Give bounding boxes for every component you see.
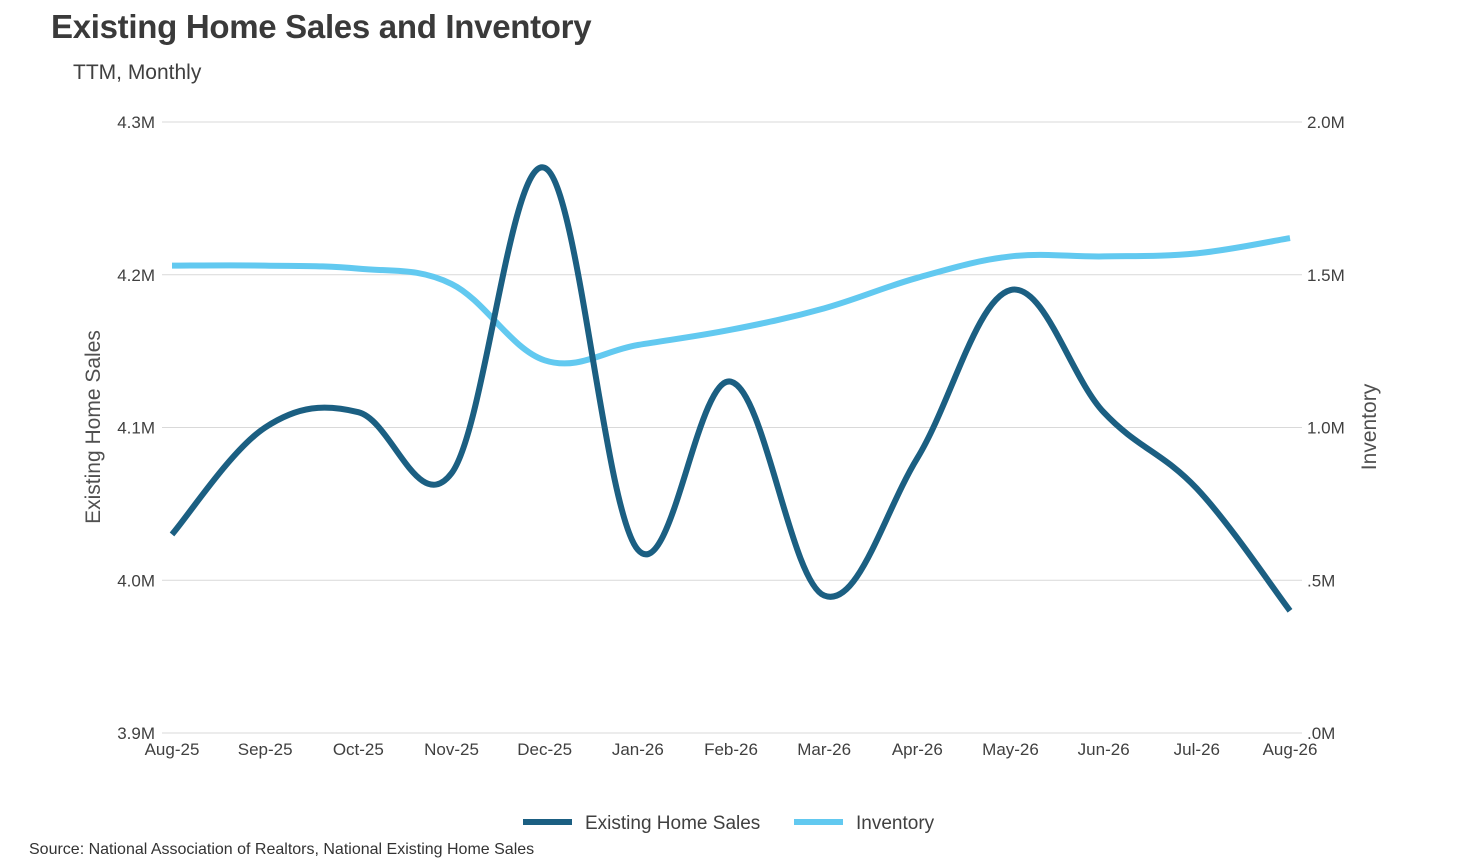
right-tick-label: 1.0M — [1307, 419, 1345, 438]
x-tick-label: Aug-26 — [1263, 740, 1318, 759]
x-tick-label: Feb-26 — [704, 740, 758, 759]
x-tick-label: May-26 — [982, 740, 1039, 759]
legend: Existing Home Sales Inventory — [523, 813, 935, 834]
chart-title: Existing Home Sales and Inventory — [51, 8, 592, 45]
x-tick-label: Aug-25 — [145, 740, 200, 759]
right-tick-label: .0M — [1307, 724, 1335, 743]
left-tick-label: 4.0M — [117, 571, 155, 590]
x-tick-label: Nov-25 — [424, 740, 479, 759]
series-line-existing-home-sales — [169, 164, 1293, 613]
x-tick-label: Jul-26 — [1174, 740, 1220, 759]
left-tick-label: 3.9M — [117, 724, 155, 743]
right-axis-title: Inventory — [1358, 383, 1381, 470]
right-tick-label: 1.5M — [1307, 266, 1345, 285]
x-tick-label: Sep-25 — [238, 740, 293, 759]
x-tick-label: Oct-25 — [333, 740, 384, 759]
legend-item-existing-home-sales: Existing Home Sales — [523, 813, 760, 834]
x-tick-label: Jan-26 — [612, 740, 664, 759]
right-axis-ticks: .0M .5M 1.0M 1.5M 2.0M — [1307, 113, 1345, 743]
x-tick-label: Dec-25 — [517, 740, 572, 759]
x-tick-label: Jun-26 — [1078, 740, 1130, 759]
x-tick-label: Apr-26 — [892, 740, 943, 759]
series-lines — [169, 164, 1293, 613]
source-note: Source: National Association of Realtors… — [29, 841, 535, 858]
chart-subtitle: TTM, Monthly — [73, 61, 202, 84]
legend-item-inventory: Inventory — [794, 813, 935, 834]
left-tick-label: 4.2M — [117, 266, 155, 285]
x-axis-ticks: Aug-25 Sep-25 Oct-25 Nov-25 Dec-25 Jan-26 Feb-… — [145, 740, 1318, 759]
right-tick-label: .5M — [1307, 571, 1335, 590]
legend-label: Inventory — [856, 813, 935, 834]
series-line-inventory — [171, 235, 1291, 367]
left-axis-ticks: 3.9M 4.0M 4.1M 4.2M 4.3M — [117, 113, 155, 743]
right-tick-label: 2.0M — [1307, 113, 1345, 132]
legend-label: Existing Home Sales — [585, 813, 760, 834]
left-tick-label: 4.3M — [117, 113, 155, 132]
left-tick-label: 4.1M — [117, 419, 155, 438]
gridlines — [162, 121, 1302, 734]
x-tick-label: Mar-26 — [797, 740, 851, 759]
left-axis-title: Existing Home Sales — [82, 330, 105, 524]
